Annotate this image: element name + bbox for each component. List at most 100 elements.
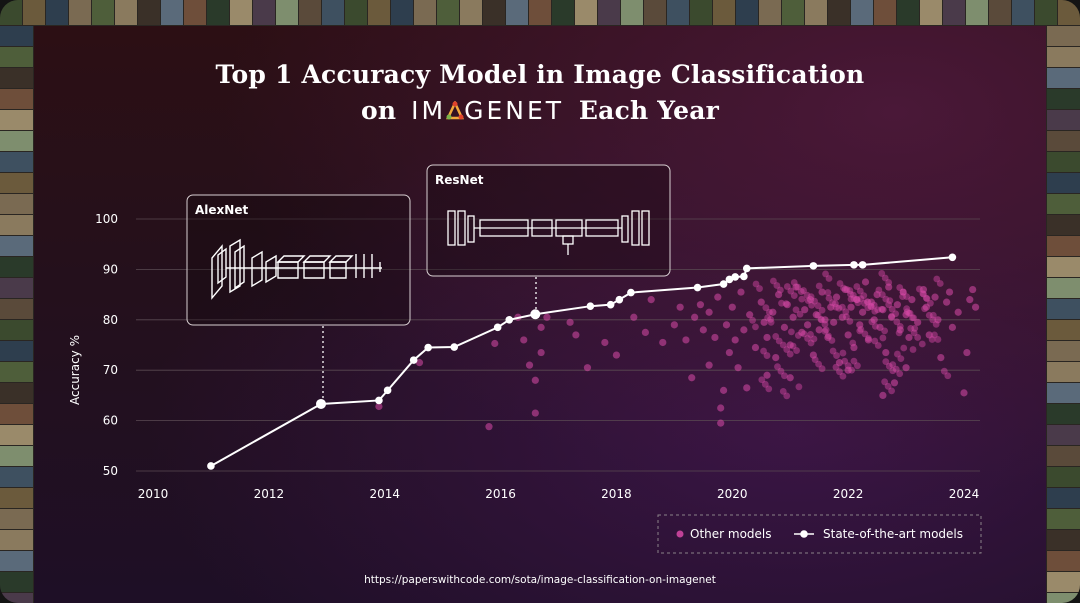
mosaic-tile (0, 593, 33, 603)
other-model-point (818, 288, 826, 296)
legend-other-label: Other models (690, 527, 772, 541)
other-model-point (867, 302, 875, 310)
other-model-point (885, 301, 893, 309)
other-model-point (789, 342, 797, 350)
sota-point (409, 356, 418, 364)
other-model-point (888, 312, 895, 320)
other-model-point (840, 284, 847, 292)
other-model-point (903, 308, 911, 316)
mosaic-tile (1047, 89, 1080, 109)
other-model-point (893, 350, 901, 358)
other-model-point (800, 287, 807, 294)
other-model-point (847, 295, 855, 303)
mosaic-tile (0, 0, 22, 25)
resnet-label: ResNet (435, 173, 484, 187)
other-model-point (850, 295, 858, 303)
other-model-point (765, 308, 773, 316)
other-model-point (882, 358, 890, 366)
other-model-point (839, 372, 847, 380)
y-tick-label: 80 (103, 313, 118, 327)
other-model-point (491, 339, 499, 348)
other-model-point (767, 318, 775, 326)
other-model-point (920, 290, 927, 298)
other-model-point (717, 404, 725, 412)
other-model-point (927, 299, 934, 307)
other-model-point (960, 389, 968, 397)
source-url: https://paperswithcode.com/sota/image-cl… (364, 574, 716, 586)
other-model-point (803, 291, 811, 299)
other-model-point (531, 409, 539, 417)
sota-point (725, 275, 734, 284)
mosaic-tile (920, 0, 942, 25)
other-model-point (905, 333, 913, 342)
other-model-point (896, 322, 904, 330)
other-model-point (861, 330, 869, 338)
other-model-point (830, 318, 838, 326)
other-model-point (933, 275, 941, 283)
other-model-point (751, 343, 760, 352)
other-model-point (815, 282, 823, 290)
other-model-point (910, 329, 918, 337)
other-model-point (899, 293, 906, 301)
mosaic-tile (1058, 0, 1080, 25)
other-model-point (921, 305, 929, 313)
mosaic-tile (0, 467, 33, 487)
other-model-point (897, 355, 905, 363)
other-model-point (888, 305, 896, 313)
mosaic-tile (713, 0, 735, 25)
other-model-point (864, 336, 873, 344)
other-model-point (892, 310, 900, 318)
other-model-point (903, 305, 911, 313)
mosaic-tile (759, 0, 781, 25)
other-model-point (934, 336, 942, 343)
mosaic-tile (1047, 593, 1080, 603)
other-model-point (798, 295, 806, 303)
y-axis-title: Accuracy % (68, 335, 82, 405)
other-model-point (914, 318, 922, 326)
axes: 50 60 70 80 90 100 2010 2012 2014 2016 2018 2020 202… (95, 212, 979, 501)
other-model-point (878, 291, 886, 298)
other-model-point (792, 283, 800, 291)
other-model-point (895, 329, 903, 337)
mosaic-tile (1047, 47, 1080, 67)
sota-point (207, 462, 215, 470)
other-model-point (910, 314, 918, 322)
other-model-point (885, 362, 893, 370)
other-model-point (537, 348, 545, 357)
other-model-point (856, 327, 864, 335)
mosaic-tile (0, 404, 33, 424)
other-model-point (746, 311, 754, 319)
other-model-point (773, 282, 781, 289)
mosaic-tile (0, 236, 33, 256)
mosaic-tile (506, 0, 528, 25)
other-model-point (853, 296, 861, 304)
other-model-point (767, 315, 774, 323)
other-model-point (691, 313, 699, 321)
mosaic-tile (897, 0, 919, 25)
sota-polyline (210, 256, 953, 467)
mosaic-tile (253, 0, 275, 25)
other-model-point (525, 361, 534, 369)
other-model-point (870, 301, 878, 309)
alexnet-label: AlexNet (195, 203, 248, 217)
other-model-point (803, 321, 812, 329)
mosaic-tile (0, 446, 33, 466)
other-model-point (705, 361, 713, 369)
other-model-point (873, 291, 881, 299)
other-model-point (725, 348, 733, 357)
other-model-point (699, 326, 707, 334)
other-model-point (824, 289, 832, 296)
other-model-point (943, 298, 951, 306)
mosaic-tile (690, 0, 712, 25)
other-model-point (841, 357, 849, 365)
mosaic-tile (966, 0, 988, 25)
other-model-point (886, 297, 894, 305)
other-model-point (810, 335, 818, 343)
other-model-point (821, 320, 829, 328)
other-model-point (849, 291, 857, 299)
mosaic-tile (1047, 467, 1080, 487)
sota-point (450, 343, 459, 351)
mosaic-tile (667, 0, 689, 25)
sota-point (606, 300, 615, 309)
